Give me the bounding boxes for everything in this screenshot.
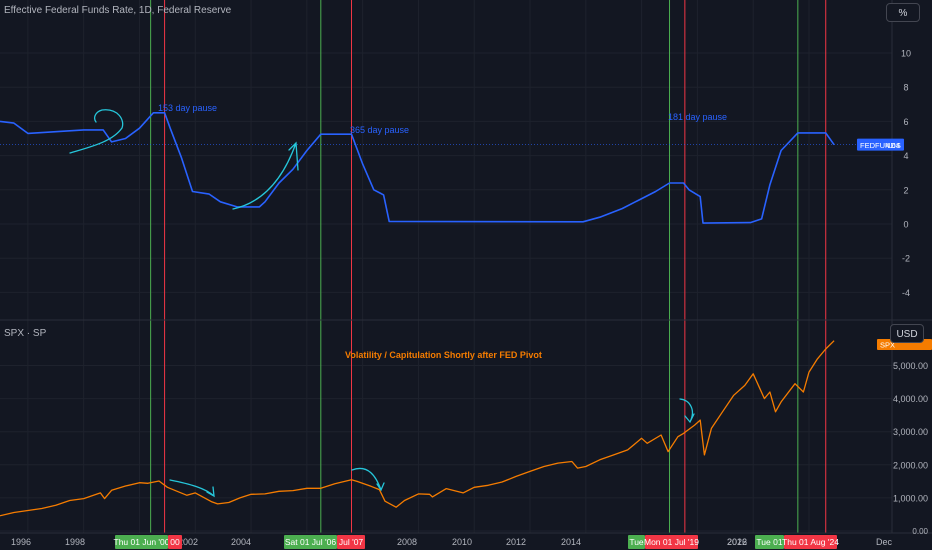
date-marker-bg bbox=[168, 535, 182, 549]
fed-funds-series bbox=[0, 112, 892, 224]
x-tick-label: 1998 bbox=[65, 537, 85, 547]
pause-annotation: 181 day pause bbox=[668, 112, 727, 122]
y-tick-label: 5,000.00 bbox=[893, 361, 928, 371]
spx-line bbox=[0, 340, 835, 517]
hand-arrow bbox=[169, 479, 215, 498]
date-marker-bg bbox=[337, 535, 365, 549]
fedfunds-label-value: 4.64 bbox=[885, 141, 900, 150]
date-marker-label: 00 bbox=[170, 537, 180, 547]
spx-label-name: SPX bbox=[880, 341, 895, 350]
top-pane-title: Effective Federal Funds Rate, 1D, Federa… bbox=[4, 5, 232, 16]
date-marker-label: Jul '07 bbox=[339, 537, 364, 547]
y-axis-bottom: 1,000.00 2,000.00 3,000.00 4,000.00 5,000.00… bbox=[893, 361, 929, 536]
hand-arrow bbox=[351, 467, 385, 492]
bottom-pane-title: SPX · SP bbox=[4, 328, 47, 339]
unit-button-usd[interactable]: USD bbox=[890, 324, 924, 343]
y-tick-label: 2 bbox=[903, 185, 908, 195]
x-tick-label: 2008 bbox=[397, 537, 417, 547]
unit-button-percent[interactable]: % bbox=[886, 3, 920, 22]
hand-arrow bbox=[679, 398, 695, 424]
y-tick-label: 1,000.00 bbox=[893, 493, 928, 503]
spx-series bbox=[0, 340, 835, 517]
y-tick-label: 6 bbox=[903, 117, 908, 127]
date-marker-bg bbox=[284, 535, 337, 549]
fedfunds-label-bg bbox=[857, 138, 904, 151]
x-tick-label: 2002 bbox=[178, 537, 198, 547]
y-tick-label: 0.00 bbox=[912, 527, 928, 536]
annotations: 153 day pause 365 day pause 181 day pause V… bbox=[158, 103, 727, 360]
date-marker-label: Mon 01 Jul '19 bbox=[644, 537, 699, 547]
pane-separator bbox=[0, 0, 932, 534]
date-marker-label: Tue bbox=[629, 537, 644, 547]
y-tick-label: 0 bbox=[903, 220, 908, 230]
y-tick-label: -2 bbox=[902, 254, 910, 264]
date-marker-bg bbox=[628, 535, 645, 549]
x-tick-label: 2022 bbox=[727, 537, 747, 547]
hand-arrow bbox=[69, 109, 124, 154]
hand-arrow bbox=[232, 141, 299, 210]
date-marker-label: Thu 01 Jun '00 bbox=[114, 537, 170, 547]
pause-annotation: 365 day pause bbox=[350, 125, 409, 135]
y-tick-label: 3,000.00 bbox=[893, 427, 928, 437]
volatility-annotation: Volatility / Capitulation Shortly after … bbox=[345, 350, 542, 360]
y-axis-top: -4 -2 0 2 4 6 8 10 bbox=[901, 49, 911, 298]
y-tick-label: 8 bbox=[903, 83, 908, 93]
fedfunds-line bbox=[0, 112, 835, 224]
y-tick-label: -4 bbox=[902, 288, 910, 298]
fedfunds-label-name: FEDFUNDS bbox=[860, 141, 901, 150]
x-tick-label: 2016 bbox=[727, 537, 747, 547]
y-tick-label: 4,000.00 bbox=[893, 394, 928, 404]
x-tick-label: Dec bbox=[876, 537, 893, 547]
date-marker-label: Tue 01 bbox=[756, 537, 782, 547]
date-marker-label: Thu 01 Aug '24 bbox=[782, 537, 839, 547]
y-tick-label: 4 bbox=[903, 151, 908, 161]
x-tick-label: 2014 bbox=[561, 537, 581, 547]
hand-drawn-arrows bbox=[69, 109, 695, 498]
pivot-lines bbox=[150, 0, 827, 533]
date-marker-bg bbox=[755, 535, 784, 549]
y-tick-label: 10 bbox=[901, 49, 911, 59]
date-marker-bg bbox=[645, 535, 698, 549]
x-tick-label: 2012 bbox=[506, 537, 526, 547]
grid bbox=[0, 0, 892, 533]
date-marker-label: Sat 01 Jul '06 bbox=[285, 537, 337, 547]
x-tick-label: 1996 bbox=[11, 537, 31, 547]
date-marker-bg bbox=[115, 535, 168, 549]
date-marker-bg bbox=[784, 535, 837, 549]
x-tick-label: 2010 bbox=[452, 537, 472, 547]
y-tick-label: 2,000.00 bbox=[893, 460, 928, 470]
x-tick-label: 2004 bbox=[231, 537, 251, 547]
pause-annotation: 153 day pause bbox=[158, 103, 217, 113]
x-axis: 1996 1998 2002 2004 2008 2010 2012 2014 20162022… bbox=[11, 535, 893, 549]
